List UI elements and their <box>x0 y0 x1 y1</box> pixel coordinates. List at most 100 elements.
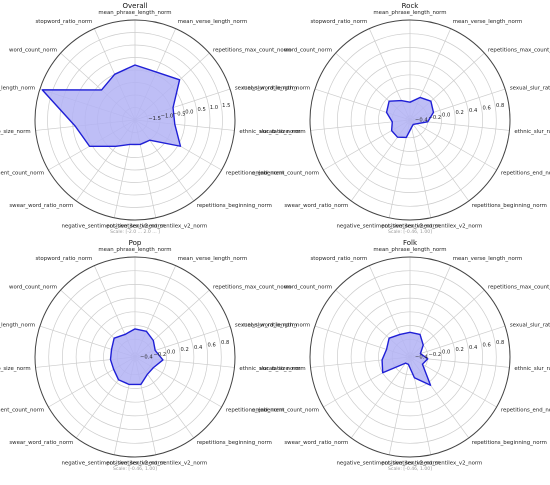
category-label-repetitions_beginning_norm: repetitions_beginning_norm <box>197 203 272 209</box>
category-label-sexual_slur_ratio_norm: sexual_slur_ratio_norm <box>510 86 550 92</box>
radial-tick-label: 0.2 <box>181 347 189 353</box>
category-label-stopword_ratio_norm: stopword_ratio_norm <box>35 256 92 262</box>
category-label-stopword_ratio_norm: stopword_ratio_norm <box>310 256 367 262</box>
category-label-vocab_size_norm: vocab_size_norm <box>0 366 31 372</box>
scale-note: Scale: [-0.46, 1.00] <box>388 229 432 235</box>
category-label-mean_verse_length_norm: mean_verse_length_norm <box>178 19 248 25</box>
panel-title: Overall <box>122 2 147 10</box>
radial-tick-label: −1.5 <box>148 116 161 122</box>
category-label-swear_word_ratio_norm: swear_word_ratio_norm <box>9 440 73 446</box>
category-label-mean_word_length_norm: mean_word_length_norm <box>0 323 35 329</box>
category-label-negative_sentiment_sentilex_v2_norm: negative_sentiment_sentilex_v2_norm <box>61 461 164 467</box>
radial-tick-label: −0.2 <box>429 352 442 358</box>
scale-note: Scale: [-0.46, 1.00] <box>113 466 157 472</box>
category-label-sexual_slur_ratio_norm: sexual_slur_ratio_norm <box>235 323 297 329</box>
radar-panel-overall: −1.5 −1.0 −0.5 0.0 0.5 1.0 1.5 mean_phrase_leng… <box>0 2 301 235</box>
category-label-stopword_ratio_norm: stopword_ratio_norm <box>310 19 367 25</box>
radial-tick-label: 0.2 <box>456 110 464 116</box>
category-label-positive_sentiment_sentilex_v2_norm: positive_sentiment_sentilex_v2_norm <box>381 461 482 467</box>
category-label-swear_word_ratio_norm: swear_word_ratio_norm <box>284 440 348 446</box>
radial-tick-label: 0.8 <box>496 340 504 346</box>
radial-tick-label: 0.8 <box>221 340 229 346</box>
radial-tick-label: 0.2 <box>456 347 464 353</box>
category-label-repetitions_max_count_norm: repetitions_max_count_norm <box>213 285 291 291</box>
spoke-line <box>409 119 432 218</box>
category-label-mean_word_length_norm: mean_word_length_norm <box>0 86 35 92</box>
category-label-mean_phrase_length_norm: mean_phrase_length_norm <box>373 10 446 16</box>
data-series-polygon <box>385 96 435 139</box>
category-label-vocab_size_norm: vocab_size_norm <box>259 129 305 135</box>
spoke-line <box>409 119 470 202</box>
category-label-repetitions_beginning_norm: repetitions_beginning_norm <box>472 203 547 209</box>
radial-tick-label: −0.2 <box>429 115 442 121</box>
radial-tick-label: 1.0 <box>210 105 218 111</box>
category-label-repetitions_end_norm: repetitions_end_norm <box>501 408 550 414</box>
radial-tick-label: 0.6 <box>208 342 216 348</box>
category-label-repetitions_max_count_norm: repetitions_max_count_norm <box>488 285 550 291</box>
category-label-ethnic_slur_ratio_norm: ethnic_slur_ratio_norm <box>514 129 550 135</box>
category-label-repetitions_beginning_norm: repetitions_beginning_norm <box>472 440 547 446</box>
spoke-line <box>388 356 411 455</box>
category-label-word_count_norm: word_count_norm <box>9 285 57 291</box>
scale-note: Scale: [-0.46, 1.00] <box>388 466 432 472</box>
category-label-mean_phrase_length_norm: mean_phrase_length_norm <box>373 247 446 253</box>
category-label-repetitions_max_count_norm: repetitions_max_count_norm <box>488 48 550 54</box>
radial-tick-label: −0.2 <box>154 352 167 358</box>
category-label-positive_sentiment_sentilex_v2_norm: positive_sentiment_sentilex_v2_norm <box>106 224 207 230</box>
category-label-mean_word_length_norm: mean_word_length_norm <box>242 86 310 92</box>
category-label-word_count_norm: word_count_norm <box>284 285 332 291</box>
category-label-mean_phrase_length_norm: mean_phrase_length_norm <box>98 247 171 253</box>
category-label-mean_word_length_norm: mean_word_length_norm <box>242 323 310 329</box>
radial-tick-label: −0.4 <box>415 354 428 360</box>
category-label-repetitions_end_norm: repetitions_end_norm <box>226 171 285 177</box>
category-label-sexual_slur_ratio_norm: sexual_slur_ratio_norm <box>235 86 297 92</box>
radar-panel-folk: −0.4 −0.2 0.0 0.2 0.4 0.6 0.8 mean_phrase_lengt… <box>242 239 550 472</box>
radial-tick-label: 0.0 <box>185 109 193 115</box>
radial-tick-label: 0.5 <box>198 107 206 113</box>
category-label-mean_verse_length_norm: mean_verse_length_norm <box>453 19 522 25</box>
category-label-swear_word_ratio_norm: swear_word_ratio_norm <box>284 203 348 209</box>
category-label-word_count_norm: word_count_norm <box>284 48 332 54</box>
panel-title: Folk <box>403 239 418 247</box>
category-label-stopword_ratio_norm: stopword_ratio_norm <box>35 19 92 25</box>
category-label-ethnic_slur_ratio_norm: ethnic_slur_ratio_norm <box>239 129 300 135</box>
outer-frame <box>34 256 236 458</box>
category-label-mean_verse_length_norm: mean_verse_length_norm <box>178 256 248 262</box>
radial-tick-label: 0.8 <box>496 103 504 109</box>
spoke-line <box>409 325 506 358</box>
radial-tick-label: −0.4 <box>140 354 153 360</box>
category-label-enjabement_count_norm: enjabement_count_norm <box>0 408 44 414</box>
category-label-vocab_size_norm: vocab_size_norm <box>259 366 305 372</box>
category-label-repetitions_max_count_norm: repetitions_max_count_norm <box>213 48 291 54</box>
radial-tick-label: 0.4 <box>469 345 478 351</box>
radial-tick-label: 0.0 <box>442 350 450 356</box>
spoke-line <box>409 356 497 408</box>
spoke-line <box>409 119 497 171</box>
category-label-word_count_norm: word_count_norm <box>9 48 57 54</box>
scale-note: Scale: [-2.0 ... 2.0 ... ] <box>110 229 160 235</box>
radar-panel-pop: −0.4 −0.2 0.0 0.2 0.4 0.6 0.8 mean_phrase_lengt… <box>0 239 301 472</box>
radial-tick-label: 0.0 <box>167 350 175 356</box>
category-label-ethnic_slur_ratio_norm: ethnic_slur_ratio_norm <box>239 366 300 372</box>
category-label-positive_sentiment_sentilex_v2_norm: positive_sentiment_sentilex_v2_norm <box>381 224 482 230</box>
radial-tick-label: −0.5 <box>173 112 186 118</box>
data-series-polygon <box>41 64 182 147</box>
category-label-vocab_size_norm: vocab_size_norm <box>0 129 31 135</box>
outer-frame <box>309 19 511 221</box>
category-label-sexual_slur_ratio_norm: sexual_slur_ratio_norm <box>510 323 550 329</box>
category-label-negative_sentiment_sentilex_v2_norm: negative_sentiment_sentilex_v2_norm <box>336 224 439 230</box>
radial-tick-label: 0.6 <box>483 342 491 348</box>
category-label-negative_sentiment_sentilex_v2_norm: negative_sentiment_sentilex_v2_norm <box>336 461 439 467</box>
radial-tick-label: −1.0 <box>161 114 174 120</box>
category-label-repetitions_end_norm: repetitions_end_norm <box>501 171 550 177</box>
category-label-negative_sentiment_sentilex_v2_norm: negative_sentiment_sentilex_v2_norm <box>61 224 164 230</box>
radial-tick-label: 0.4 <box>469 108 478 114</box>
category-label-enjabement_count_norm: enjabement_count_norm <box>0 171 44 177</box>
data-series-polygon <box>381 331 432 386</box>
category-label-mean_verse_length_norm: mean_verse_length_norm <box>453 256 522 262</box>
radial-tick-label: 1.5 <box>222 103 230 109</box>
category-label-enjabement_count_norm: enjabement_count_norm <box>252 171 319 177</box>
category-label-enjabement_count_norm: enjabement_count_norm <box>252 408 319 414</box>
category-label-repetitions_end_norm: repetitions_end_norm <box>226 408 285 414</box>
